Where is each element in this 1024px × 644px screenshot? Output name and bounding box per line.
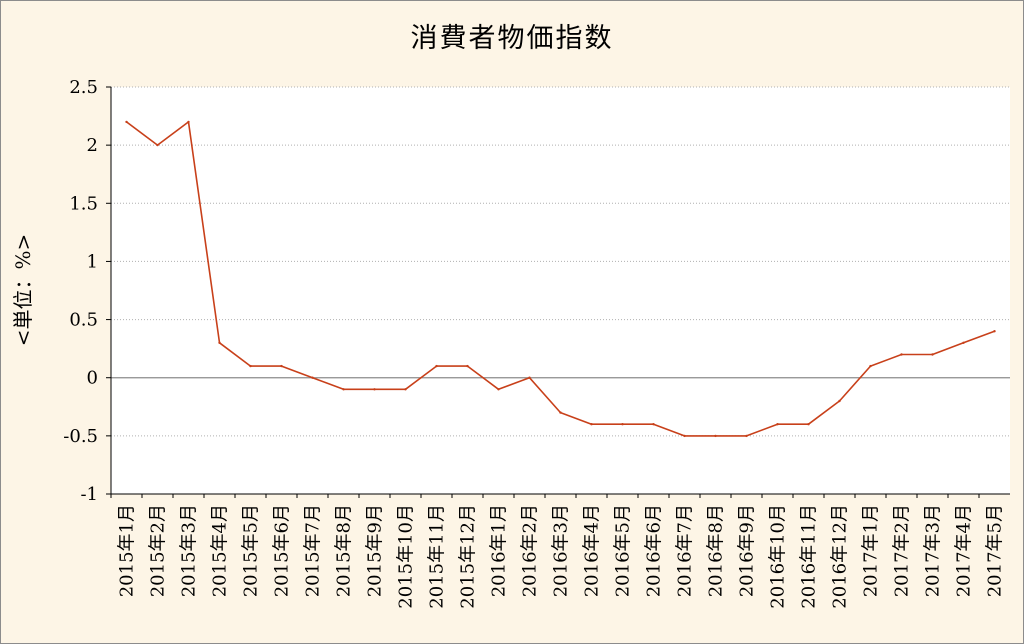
data-point bbox=[776, 423, 779, 426]
x-tick-label: 2017年2月 bbox=[892, 504, 913, 597]
x-tick-label: 2015年6月 bbox=[272, 504, 293, 597]
x-tick-label: 2016年2月 bbox=[520, 504, 541, 597]
data-point bbox=[838, 399, 841, 403]
data-point bbox=[404, 388, 407, 391]
data-point bbox=[993, 330, 996, 333]
x-tick-labels: 2015年1月 2015年2月 2015年3月 2015年4月 2015年5月 2015年… bbox=[117, 504, 1006, 609]
data-point bbox=[869, 364, 872, 368]
x-tick-label: 2015年7月 bbox=[303, 504, 324, 597]
x-tick-label: 2015年5月 bbox=[241, 504, 262, 597]
data-point bbox=[745, 434, 748, 438]
data-point bbox=[652, 423, 655, 426]
data-point bbox=[311, 376, 314, 379]
data-point bbox=[590, 423, 593, 426]
y-tick-label: -1 bbox=[80, 484, 98, 505]
data-point bbox=[497, 388, 500, 391]
data-point bbox=[218, 341, 221, 344]
data-point bbox=[559, 411, 562, 414]
data-point bbox=[249, 364, 252, 368]
x-tick-label: 2016年11月 bbox=[799, 504, 820, 609]
x-tick-label: 2016年12月 bbox=[830, 504, 851, 609]
data-point bbox=[156, 143, 159, 147]
plot-area bbox=[111, 87, 1010, 494]
data-point bbox=[528, 376, 531, 379]
y-tick-label: 2 bbox=[87, 135, 98, 156]
x-tick-label: 2015年1月 bbox=[117, 504, 138, 597]
data-point bbox=[714, 434, 717, 438]
x-tick-label: 2016年7月 bbox=[675, 504, 696, 597]
data-point bbox=[962, 341, 965, 344]
x-tick-label: 2015年3月 bbox=[179, 504, 200, 597]
x-tick-label: 2016年3月 bbox=[551, 504, 572, 597]
data-point bbox=[621, 423, 624, 426]
x-tick-label: 2015年4月 bbox=[210, 504, 231, 597]
y-tick-label: 0 bbox=[87, 368, 98, 389]
data-point bbox=[280, 364, 283, 368]
x-tick-label: 2015年2月 bbox=[148, 504, 169, 597]
y-tick-labels: 2.5 2 1.5 1 0.5 0 -0.5 -1 bbox=[63, 77, 98, 505]
y-tick-label: 0.5 bbox=[69, 310, 98, 331]
x-tick-label: 2016年8月 bbox=[706, 504, 727, 597]
data-point bbox=[807, 423, 810, 426]
data-point bbox=[683, 434, 686, 438]
y-tick-label: 2.5 bbox=[69, 77, 98, 98]
x-tick-label: 2015年11月 bbox=[427, 504, 448, 609]
x-tick-label: 2016年4月 bbox=[582, 504, 603, 597]
x-tick-label: 2016年6月 bbox=[644, 504, 665, 597]
series-line bbox=[125, 120, 996, 438]
x-tick-label: 2017年3月 bbox=[923, 504, 944, 597]
x-tick-label: 2015年9月 bbox=[365, 504, 386, 597]
data-point bbox=[435, 364, 438, 368]
y-tick-label: 1 bbox=[87, 251, 98, 272]
data-point bbox=[466, 364, 469, 368]
x-tick-label: 2017年1月 bbox=[861, 504, 882, 597]
x-tick-label: 2015年8月 bbox=[334, 504, 355, 597]
data-point bbox=[931, 353, 934, 356]
x-tick-label: 2016年5月 bbox=[613, 504, 634, 597]
data-point bbox=[342, 388, 345, 391]
data-point bbox=[900, 353, 903, 356]
chart-title: 消費者物価指数 bbox=[410, 23, 614, 54]
x-tick-label: 2015年12月 bbox=[458, 504, 479, 609]
data-point bbox=[125, 120, 128, 124]
y-axis-title: <単位：%> bbox=[11, 234, 35, 347]
data-point bbox=[187, 120, 190, 124]
x-tick-label: 2017年5月 bbox=[985, 504, 1006, 597]
axes bbox=[106, 86, 1010, 498]
data-point bbox=[373, 388, 376, 391]
x-tick-label: 2015年10月 bbox=[396, 504, 417, 609]
x-tick-label: 2017年4月 bbox=[954, 504, 975, 597]
x-tick-label: 2016年1月 bbox=[489, 504, 510, 597]
x-tick-label: 2016年9月 bbox=[737, 504, 758, 597]
y-tick-label: 1.5 bbox=[69, 193, 98, 214]
grid-lines bbox=[111, 86, 1010, 494]
y-tick-label: -0.5 bbox=[63, 426, 98, 447]
x-tick-label: 2016年10月 bbox=[768, 504, 789, 609]
